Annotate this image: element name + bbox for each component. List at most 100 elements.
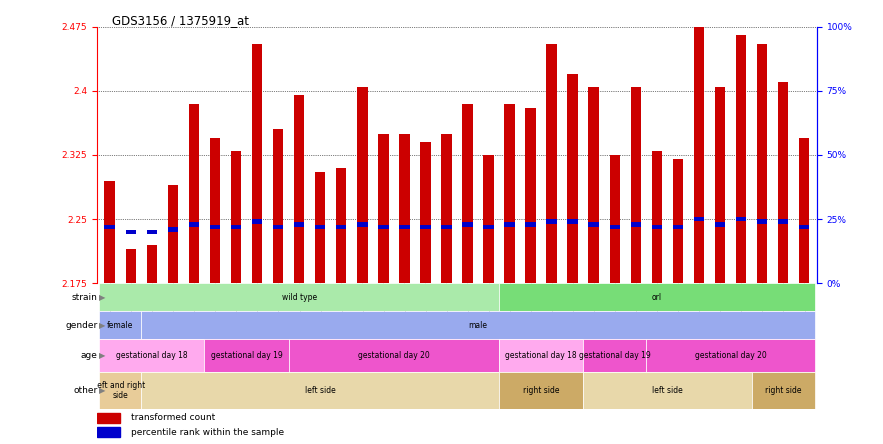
Bar bbox=[125, 230, 136, 234]
Bar bbox=[609, 155, 620, 283]
Bar bbox=[273, 129, 283, 283]
Text: percentile rank within the sample: percentile rank within the sample bbox=[131, 428, 284, 436]
Bar bbox=[99, 339, 205, 372]
Bar bbox=[399, 225, 410, 229]
Bar bbox=[230, 225, 241, 229]
Text: transformed count: transformed count bbox=[131, 413, 215, 422]
Bar bbox=[252, 219, 262, 224]
Bar bbox=[205, 339, 289, 372]
Bar bbox=[630, 222, 641, 226]
Text: gestational day 20: gestational day 20 bbox=[695, 351, 766, 360]
Bar bbox=[399, 134, 410, 283]
Bar bbox=[525, 108, 536, 283]
Bar bbox=[499, 372, 583, 409]
Bar bbox=[357, 87, 367, 283]
Bar bbox=[357, 222, 367, 226]
Text: gestational day 18: gestational day 18 bbox=[116, 351, 188, 360]
Bar bbox=[714, 222, 725, 226]
Bar bbox=[378, 225, 389, 229]
Bar bbox=[652, 225, 662, 229]
Bar bbox=[630, 87, 641, 283]
Bar bbox=[583, 372, 751, 409]
Bar bbox=[315, 225, 326, 229]
Bar bbox=[294, 222, 305, 226]
Bar bbox=[273, 225, 283, 229]
Bar bbox=[230, 151, 241, 283]
Bar bbox=[504, 222, 515, 226]
Bar bbox=[336, 225, 346, 229]
Bar bbox=[778, 82, 789, 283]
Bar bbox=[189, 222, 200, 226]
Bar bbox=[99, 311, 141, 339]
Bar bbox=[168, 185, 178, 283]
Text: orl: orl bbox=[652, 293, 662, 302]
Bar bbox=[209, 138, 220, 283]
Bar bbox=[736, 35, 746, 283]
Bar bbox=[568, 219, 578, 224]
Bar bbox=[609, 225, 620, 229]
Text: age: age bbox=[80, 351, 97, 360]
Bar bbox=[189, 103, 200, 283]
Bar bbox=[652, 151, 662, 283]
Bar bbox=[442, 225, 452, 229]
Bar bbox=[588, 87, 599, 283]
Text: ▶: ▶ bbox=[99, 293, 105, 302]
Bar bbox=[252, 44, 262, 283]
Bar bbox=[336, 168, 346, 283]
Bar bbox=[104, 225, 115, 229]
Text: right side: right side bbox=[523, 386, 559, 395]
Bar bbox=[751, 372, 815, 409]
Bar bbox=[694, 27, 705, 283]
Text: male: male bbox=[469, 321, 487, 329]
Text: strain: strain bbox=[72, 293, 97, 302]
Bar bbox=[294, 95, 305, 283]
Bar bbox=[673, 159, 683, 283]
Text: gestational day 19: gestational day 19 bbox=[579, 351, 651, 360]
Bar bbox=[97, 427, 120, 437]
Bar bbox=[147, 245, 157, 283]
Bar bbox=[462, 103, 472, 283]
Bar bbox=[125, 249, 136, 283]
Text: wild type: wild type bbox=[282, 293, 317, 302]
Bar bbox=[483, 155, 494, 283]
Bar bbox=[646, 339, 815, 372]
Bar bbox=[499, 283, 815, 311]
Text: left side: left side bbox=[305, 386, 336, 395]
Bar bbox=[141, 372, 499, 409]
Bar bbox=[442, 134, 452, 283]
Bar bbox=[209, 225, 220, 229]
Text: gestational day 18: gestational day 18 bbox=[505, 351, 577, 360]
Bar bbox=[104, 181, 115, 283]
Text: left and right
side: left and right side bbox=[95, 381, 146, 400]
Bar bbox=[97, 413, 120, 423]
Bar bbox=[504, 103, 515, 283]
Text: ▶: ▶ bbox=[99, 321, 105, 329]
Bar bbox=[462, 222, 472, 226]
Text: left side: left side bbox=[652, 386, 683, 395]
Bar bbox=[547, 44, 557, 283]
Bar bbox=[588, 222, 599, 226]
Bar bbox=[799, 138, 810, 283]
Bar bbox=[673, 225, 683, 229]
Bar bbox=[99, 283, 499, 311]
Bar bbox=[168, 227, 178, 232]
Bar bbox=[420, 225, 431, 229]
Bar bbox=[289, 339, 499, 372]
Bar bbox=[420, 142, 431, 283]
Bar bbox=[483, 225, 494, 229]
Text: gestational day 19: gestational day 19 bbox=[211, 351, 283, 360]
Bar bbox=[315, 172, 326, 283]
Bar bbox=[714, 87, 725, 283]
Bar bbox=[583, 339, 646, 372]
Text: right side: right side bbox=[765, 386, 802, 395]
Bar bbox=[736, 217, 746, 222]
Text: female: female bbox=[107, 321, 133, 329]
Text: ▶: ▶ bbox=[99, 351, 105, 360]
Bar bbox=[99, 372, 141, 409]
Text: ▶: ▶ bbox=[99, 386, 105, 395]
Bar bbox=[499, 339, 583, 372]
Text: GDS3156 / 1375919_at: GDS3156 / 1375919_at bbox=[111, 14, 248, 27]
Bar bbox=[547, 219, 557, 224]
Text: gender: gender bbox=[65, 321, 97, 329]
Bar bbox=[799, 225, 810, 229]
